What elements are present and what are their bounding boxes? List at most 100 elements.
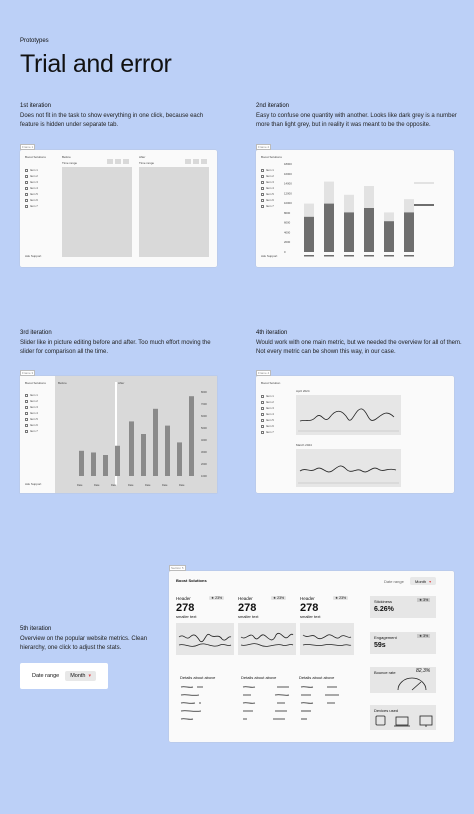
date-range-control[interactable]: Date range Month ▾ xyxy=(20,663,108,689)
checkbox[interactable] xyxy=(25,393,28,397)
checkbox[interactable] xyxy=(25,174,28,178)
bar-dark xyxy=(404,212,414,252)
list-item[interactable]: Item 6 xyxy=(25,197,38,203)
bar xyxy=(165,425,170,476)
checkbox[interactable] xyxy=(261,186,264,190)
support-link[interactable]: Ask Support xyxy=(25,482,42,486)
checkbox[interactable] xyxy=(261,174,264,178)
frame-label: Section 5 xyxy=(169,565,186,571)
list-item[interactable]: Item 1 xyxy=(261,393,274,399)
legend-swatch-light xyxy=(414,182,434,184)
list-item[interactable]: Item 2 xyxy=(261,173,274,179)
tab-box[interactable] xyxy=(107,159,113,164)
sparkline xyxy=(302,634,352,646)
list-item[interactable]: Item 6 xyxy=(25,422,38,428)
list-item[interactable]: Item 4 xyxy=(261,411,274,417)
y-tick-label: 14000 xyxy=(284,182,292,186)
list-item[interactable]: Item 5 xyxy=(25,191,38,197)
checkbox[interactable] xyxy=(25,429,28,433)
list-item[interactable]: Item 3 xyxy=(25,179,38,185)
support-link[interactable]: Ask Support xyxy=(25,254,42,258)
list-item[interactable]: Item 4 xyxy=(25,410,38,416)
y-tick-label: 3000 xyxy=(201,450,207,454)
x-tick-label: Date xyxy=(128,483,134,487)
bounce-rate-card: Bounce rate 82,3% xyxy=(370,667,436,693)
iteration-heading: 3rd iteration xyxy=(20,330,52,336)
list-item[interactable]: Item 4 xyxy=(261,185,274,191)
list-item[interactable]: Item 2 xyxy=(25,398,38,404)
y-tick-label: 6000 xyxy=(201,414,207,418)
list-item[interactable]: Item 6 xyxy=(261,197,274,203)
checkbox[interactable] xyxy=(261,400,264,404)
metric-card: Header ★ 23% 278 smaller text xyxy=(300,596,354,655)
iteration-heading: 4th iteration xyxy=(256,330,288,336)
checkbox[interactable] xyxy=(261,394,264,398)
chart-title: March 2024 xyxy=(296,443,312,447)
metric-subtext: smaller text xyxy=(300,614,321,619)
tab-box[interactable] xyxy=(193,159,199,164)
checkbox[interactable] xyxy=(25,168,28,172)
list-item[interactable]: Item 2 xyxy=(261,399,274,405)
time-range-label: Time range xyxy=(62,161,78,165)
date-range-dropdown[interactable]: Month ▾ xyxy=(65,671,97,681)
y-tick-label: 16000 xyxy=(284,172,292,176)
list-item[interactable]: Item 1 xyxy=(25,392,38,398)
support-link[interactable]: Ask Support xyxy=(261,254,278,258)
checkbox[interactable] xyxy=(25,411,28,415)
list-item[interactable]: Item 1 xyxy=(261,167,274,173)
tab-box[interactable] xyxy=(123,159,129,164)
list-item[interactable]: Item 7 xyxy=(25,203,38,209)
bar-light xyxy=(324,181,334,204)
list-item[interactable]: Item 2 xyxy=(25,173,38,179)
details-heading: Details about above xyxy=(299,675,335,680)
list-item[interactable]: Item 1 xyxy=(25,167,38,173)
checkbox[interactable] xyxy=(261,412,264,416)
checkbox[interactable] xyxy=(261,168,264,172)
checkbox[interactable] xyxy=(25,192,28,196)
checkbox[interactable] xyxy=(261,204,264,208)
checkbox[interactable] xyxy=(261,430,264,434)
prototype-5: Section 5 Boost Solutions Date range Mon… xyxy=(169,565,454,742)
list-item[interactable]: Item 3 xyxy=(261,405,274,411)
checkbox[interactable] xyxy=(25,423,28,427)
list-item[interactable]: Item 7 xyxy=(261,203,274,209)
date-range-dropdown[interactable]: Month ▾ xyxy=(410,577,437,585)
y-tick-label: 18000 xyxy=(284,162,292,166)
metric-card: Header ★ 23% 278 smaller text xyxy=(238,596,296,655)
list-item[interactable]: Item 7 xyxy=(261,429,274,435)
list-item[interactable]: Item 3 xyxy=(25,404,38,410)
bar xyxy=(129,421,134,476)
list-item[interactable]: Item 3 xyxy=(261,179,274,185)
y-tick-label: 4000 xyxy=(201,438,207,442)
iteration-heading: 1st iteration xyxy=(20,103,52,109)
devices-icons xyxy=(375,715,433,727)
list-item[interactable]: Item 7 xyxy=(25,428,38,434)
list-item[interactable]: Item 6 xyxy=(261,423,274,429)
list-item[interactable]: Item 5 xyxy=(25,416,38,422)
checkbox[interactable] xyxy=(25,186,28,190)
checkbox[interactable] xyxy=(261,180,264,184)
tab-box[interactable] xyxy=(201,159,207,164)
tab-box[interactable] xyxy=(115,159,121,164)
side-card-label: Stickiness xyxy=(374,599,393,604)
list-item[interactable]: Item 4 xyxy=(25,185,38,191)
metric-badge: ★ 23% xyxy=(271,596,287,600)
checkbox[interactable] xyxy=(261,192,264,196)
checkbox[interactable] xyxy=(25,417,28,421)
checkbox[interactable] xyxy=(25,204,28,208)
checkbox[interactable] xyxy=(261,198,264,202)
brand-name: Boost Solutions xyxy=(25,381,46,385)
prototype-4: Frame 4 Boost Solution Item 1 Item 2 Ite… xyxy=(256,370,454,493)
checkbox[interactable] xyxy=(25,198,28,202)
checkbox[interactable] xyxy=(261,418,264,422)
checkbox[interactable] xyxy=(261,424,264,428)
checkbox[interactable] xyxy=(25,399,28,403)
comparison-slider[interactable] xyxy=(115,382,117,486)
checkbox[interactable] xyxy=(25,180,28,184)
checkbox[interactable] xyxy=(25,405,28,409)
list-item[interactable]: Item 5 xyxy=(261,417,274,423)
tab-box[interactable] xyxy=(185,159,191,164)
side-card-label: Bounce rate xyxy=(374,670,396,675)
checkbox[interactable] xyxy=(261,406,264,410)
list-item[interactable]: Item 5 xyxy=(261,191,274,197)
